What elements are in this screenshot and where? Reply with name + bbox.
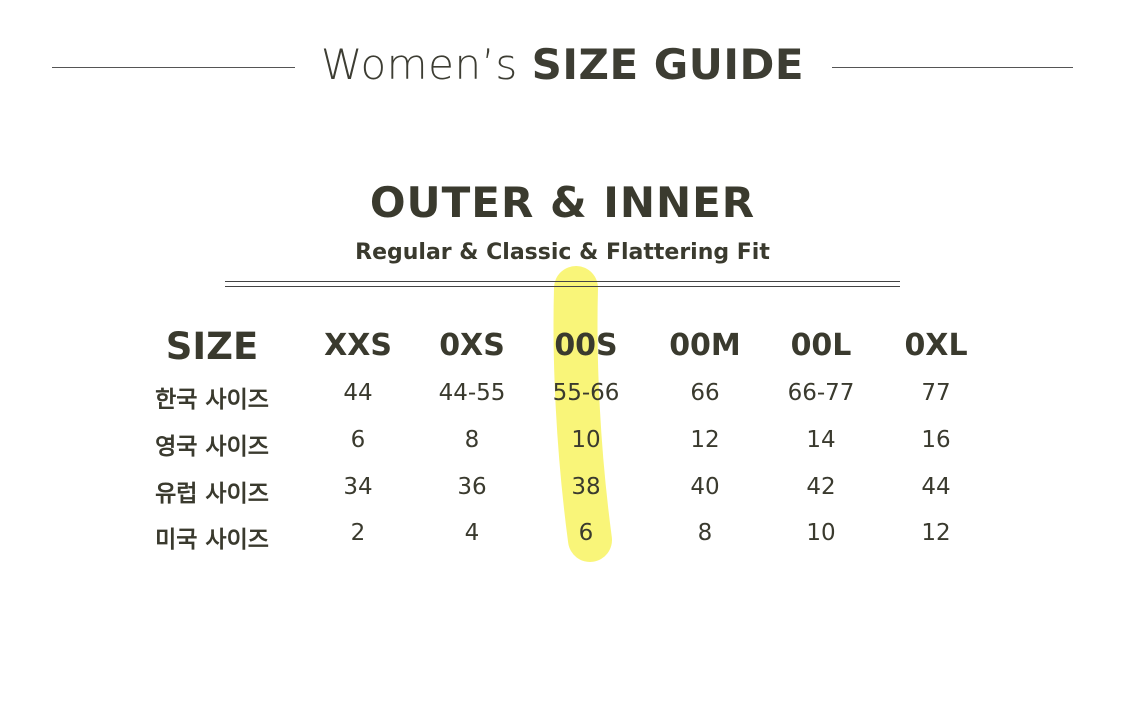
column-header: 0XL (904, 328, 968, 363)
table-cell: 44 (343, 380, 373, 406)
table-cell: 12 (690, 427, 720, 453)
table-cell: 16 (921, 427, 951, 453)
table-cell: 36 (457, 474, 487, 500)
table-cell: 2 (350, 520, 366, 546)
column-header: 00M (669, 328, 741, 363)
row-label: 미국 사이즈 (155, 527, 269, 553)
size-header: SIZE (165, 325, 259, 368)
table-cell: 10 (571, 427, 601, 453)
table-cell: 14 (806, 427, 836, 453)
table-cell: 42 (806, 474, 836, 500)
table-cell: 66 (690, 380, 720, 406)
row-label: 영국 사이즈 (155, 434, 269, 460)
section-title: OUTER & INNER (369, 178, 756, 227)
divider-bottom (225, 286, 900, 287)
title-rule-right (832, 67, 1073, 68)
table-cell: 6 (578, 520, 594, 546)
table-cell: 77 (921, 380, 951, 406)
column-header: 00L (790, 328, 852, 363)
table-cell: 40 (690, 474, 720, 500)
table-cell: 8 (464, 427, 480, 453)
table-cell: 34 (343, 474, 373, 500)
section-subtitle: Regular & Classic & Flattering Fit (355, 240, 770, 265)
table-cell: 10 (806, 520, 836, 546)
row-label: 유럽 사이즈 (155, 481, 269, 507)
row-label: 한국 사이즈 (155, 387, 269, 413)
table-cell: 8 (697, 520, 713, 546)
table-cell: 38 (571, 474, 601, 500)
column-header: 0XS (439, 328, 505, 363)
table-cell: 6 (350, 427, 366, 453)
column-header: XXS (324, 328, 392, 363)
divider-top (225, 281, 900, 282)
table-cell: 66-77 (787, 380, 855, 406)
table-cell: 44-55 (438, 380, 506, 406)
table-cell: 55-66 (552, 380, 620, 406)
column-header: 00S (554, 328, 618, 363)
table-cell: 44 (921, 474, 951, 500)
table-cell: 12 (921, 520, 951, 546)
table-cell: 4 (464, 520, 480, 546)
page-title: Women’s SIZE GUIDE (320, 40, 805, 89)
title-rule-left (52, 67, 295, 68)
